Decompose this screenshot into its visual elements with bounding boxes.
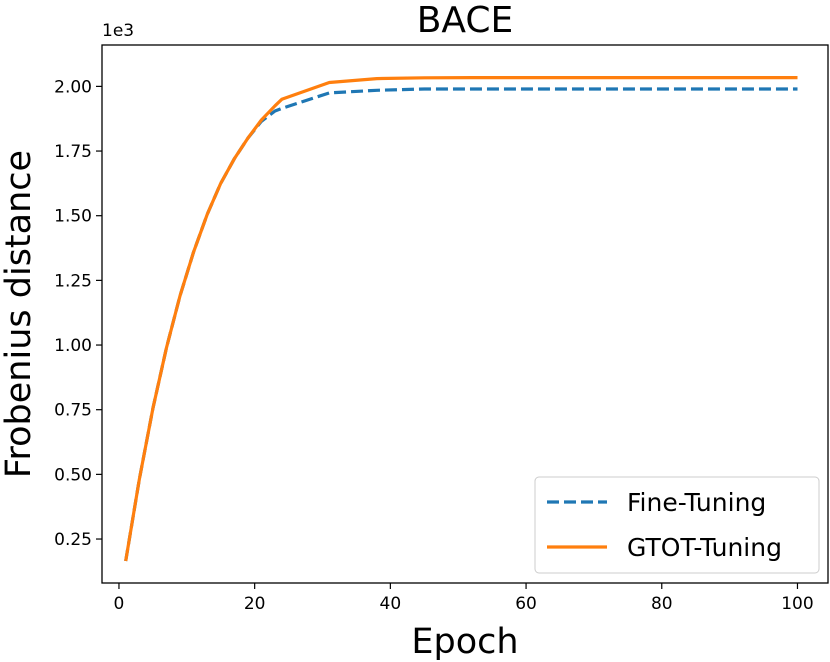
x-tick-label: 60	[515, 594, 537, 614]
series-layer	[124, 75, 798, 562]
series-line-gtot-tuning	[124, 75, 798, 562]
y-axis-label: Frobenius distance	[0, 150, 39, 478]
y-tick-label: 0.25	[54, 530, 92, 550]
x-tick-label: 40	[380, 594, 402, 614]
chart-title: BACE	[417, 0, 514, 41]
plot-area-frame	[101, 44, 829, 584]
y-tick-label: 1.00	[54, 336, 92, 356]
y-axis-offset-label: 1e3	[102, 21, 134, 41]
x-axis-label: Epoch	[411, 622, 518, 662]
x-tick-label: 20	[244, 594, 266, 614]
x-tick-label: 0	[114, 594, 125, 614]
x-tick-label: 100	[781, 594, 813, 614]
x-tick-label: 80	[651, 594, 673, 614]
y-tick-label: 0.50	[54, 465, 92, 485]
legend-label-gtot-tuning: GTOT-Tuning	[627, 533, 782, 562]
y-tick-label: 1.75	[54, 142, 92, 162]
legend: Fine-Tuning GTOT-Tuning	[534, 476, 820, 574]
y-tick-label: 2.00	[54, 77, 92, 97]
y-tick-label: 1.25	[54, 271, 92, 291]
x-axis-ticks: 0 20 40 60 80 100	[114, 583, 814, 614]
y-axis-ticks: 0.25 0.50 0.75 1.00 1.25 1.50 1.75 2.00	[54, 77, 102, 550]
y-tick-label: 0.75	[54, 401, 92, 421]
y-tick-label: 1.50	[54, 207, 92, 227]
legend-label-fine-tuning: Fine-Tuning	[627, 488, 766, 517]
